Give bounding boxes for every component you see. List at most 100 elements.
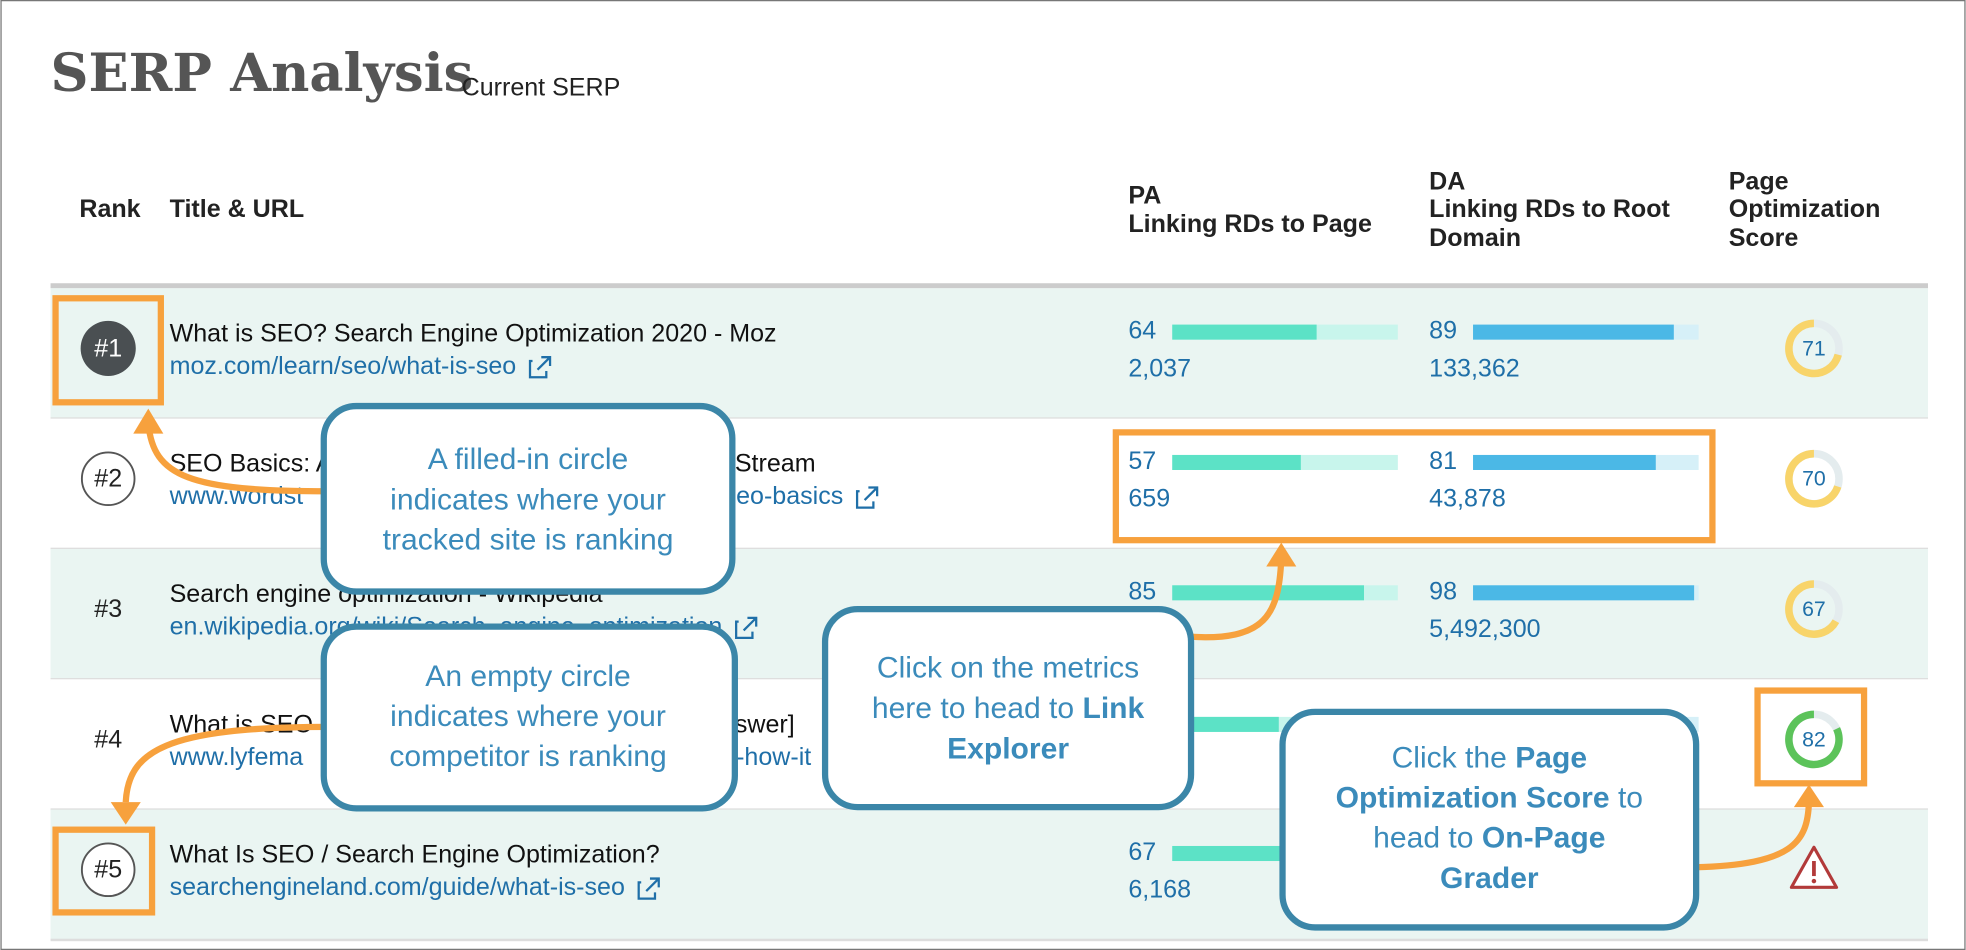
callout-segment: competitor is ranking <box>389 740 666 773</box>
bar-fill <box>1172 716 1279 732</box>
callout-segment: tracked site is ranking <box>383 523 674 556</box>
callout-text: A filled-in circle <box>428 443 629 476</box>
pa-links: 659 <box>1128 485 1170 513</box>
callout-text: Click the Page <box>1392 741 1588 774</box>
callout-segment: Click on the metrics <box>877 651 1139 684</box>
annotations: A filled-in circle indicates where your tr… <box>52 295 1868 931</box>
bar <box>1172 585 1365 601</box>
result-title: swer] <box>735 710 795 738</box>
rank-circle <box>80 842 136 898</box>
score-value: 67 <box>1802 597 1826 621</box>
callout-segment: Grader <box>1440 862 1539 895</box>
callout-segment: Explorer <box>947 733 1069 766</box>
external-link-icon <box>735 616 758 640</box>
col-header: Score <box>1729 224 1799 252</box>
col-header: Optimization <box>1729 195 1881 223</box>
callout-box <box>320 623 738 812</box>
pa-value: 64 <box>1128 317 1156 345</box>
score-arc <box>1785 319 1842 378</box>
pa-links: 6,168 <box>1128 876 1191 904</box>
pa-links: 2,037 <box>1128 354 1191 382</box>
highlight-box <box>1754 687 1868 787</box>
callout-text: tracked site is ranking <box>383 523 674 556</box>
callout-segment: Link <box>1082 692 1144 725</box>
col-header: Linking RDs to Page <box>1128 210 1372 238</box>
result-title: What is SEO <box>170 710 313 738</box>
bar <box>1473 324 1674 340</box>
callout-box <box>1279 708 1700 931</box>
callout-segment: An empty circle <box>425 660 631 693</box>
score-arc <box>1785 710 1843 769</box>
callout-box <box>821 605 1195 811</box>
rank: #4 <box>94 725 122 753</box>
da-value: 98 <box>1429 577 1457 605</box>
external-link-icon <box>528 356 552 379</box>
icon-shape <box>645 877 660 892</box>
da-links: 133,362 <box>1429 354 1520 382</box>
callout-segment: indicates where your <box>390 700 666 733</box>
callout-text: Optimization Score to <box>1336 782 1643 815</box>
arrowhead <box>1266 542 1297 567</box>
page-subtitle: Current SERP <box>462 74 621 102</box>
col-header: Page <box>1729 168 1789 196</box>
callout-text: Explorer <box>947 733 1069 766</box>
callout-segment: Optimization Score <box>1336 782 1610 815</box>
callout-text: An empty circle <box>425 660 631 693</box>
bar <box>1172 454 1301 470</box>
highlight-box <box>1112 429 1716 544</box>
arrow <box>145 423 329 495</box>
result-url: searchengineland.com/guide/what-is-seo <box>170 873 625 901</box>
arrow <box>1188 558 1285 641</box>
col-header: Rank <box>79 195 140 223</box>
result-title: What Is SEO / Search Engine Optimization… <box>170 841 660 869</box>
callout-text: here to head to Link <box>872 692 1145 725</box>
external-link-icon <box>637 877 660 900</box>
col-header: DA <box>1429 168 1465 196</box>
warning-mark <box>1811 878 1817 884</box>
col-header: Title & URL <box>170 195 305 223</box>
icon-shape <box>863 486 879 501</box>
result-url: -how-it <box>736 743 811 771</box>
warning-mark <box>1812 861 1816 877</box>
callout-text: Click on the metrics <box>877 651 1139 684</box>
callout-segment: A filled-in circle <box>428 443 629 476</box>
bar <box>1473 585 1695 601</box>
pa-value: 85 <box>1128 577 1156 605</box>
pa-value: 67 <box>1128 838 1156 866</box>
result-title: What is SEO? Search Engine Optimization … <box>170 319 777 347</box>
bar <box>1473 454 1656 470</box>
callout-segment: indicates where your <box>390 483 666 516</box>
callout-text: competitor is ranking <box>389 740 666 773</box>
rank: #1 <box>94 334 122 362</box>
result-title: SEO Basics: A <box>170 450 333 478</box>
rank-circle <box>80 320 136 376</box>
col-header: Linking RDs to Root <box>1429 195 1670 223</box>
callout-segment: here to head to <box>872 692 1083 725</box>
highlight-box <box>52 826 156 916</box>
result-url: moz.com/learn/seo/what-is-seo <box>170 352 517 380</box>
result-url: www.lyfema <box>169 743 304 771</box>
callout-text: indicates where your <box>390 483 666 516</box>
da-links: 43,878 <box>1429 485 1506 513</box>
rank: #2 <box>94 465 122 493</box>
result-title: Stream <box>735 450 816 478</box>
col-header: Domain <box>1429 224 1521 252</box>
row-bg <box>50 288 1928 419</box>
icon-shape <box>528 359 548 379</box>
arrowhead <box>1793 784 1824 808</box>
callout-box <box>320 402 736 595</box>
rank: #3 <box>94 595 122 623</box>
score-value: 70 <box>1802 467 1826 491</box>
result-url: eo-basics <box>736 482 843 510</box>
da-links: 5,492,300 <box>1429 615 1540 643</box>
icon-shape <box>735 620 754 640</box>
callout-segment: to <box>1610 782 1643 815</box>
arrow <box>122 723 329 803</box>
score-arc <box>1785 580 1840 638</box>
callout-segment: head to <box>1373 822 1482 855</box>
callout-segment: Page <box>1515 741 1587 774</box>
arrowhead <box>110 802 141 825</box>
score-arc <box>1785 449 1842 508</box>
